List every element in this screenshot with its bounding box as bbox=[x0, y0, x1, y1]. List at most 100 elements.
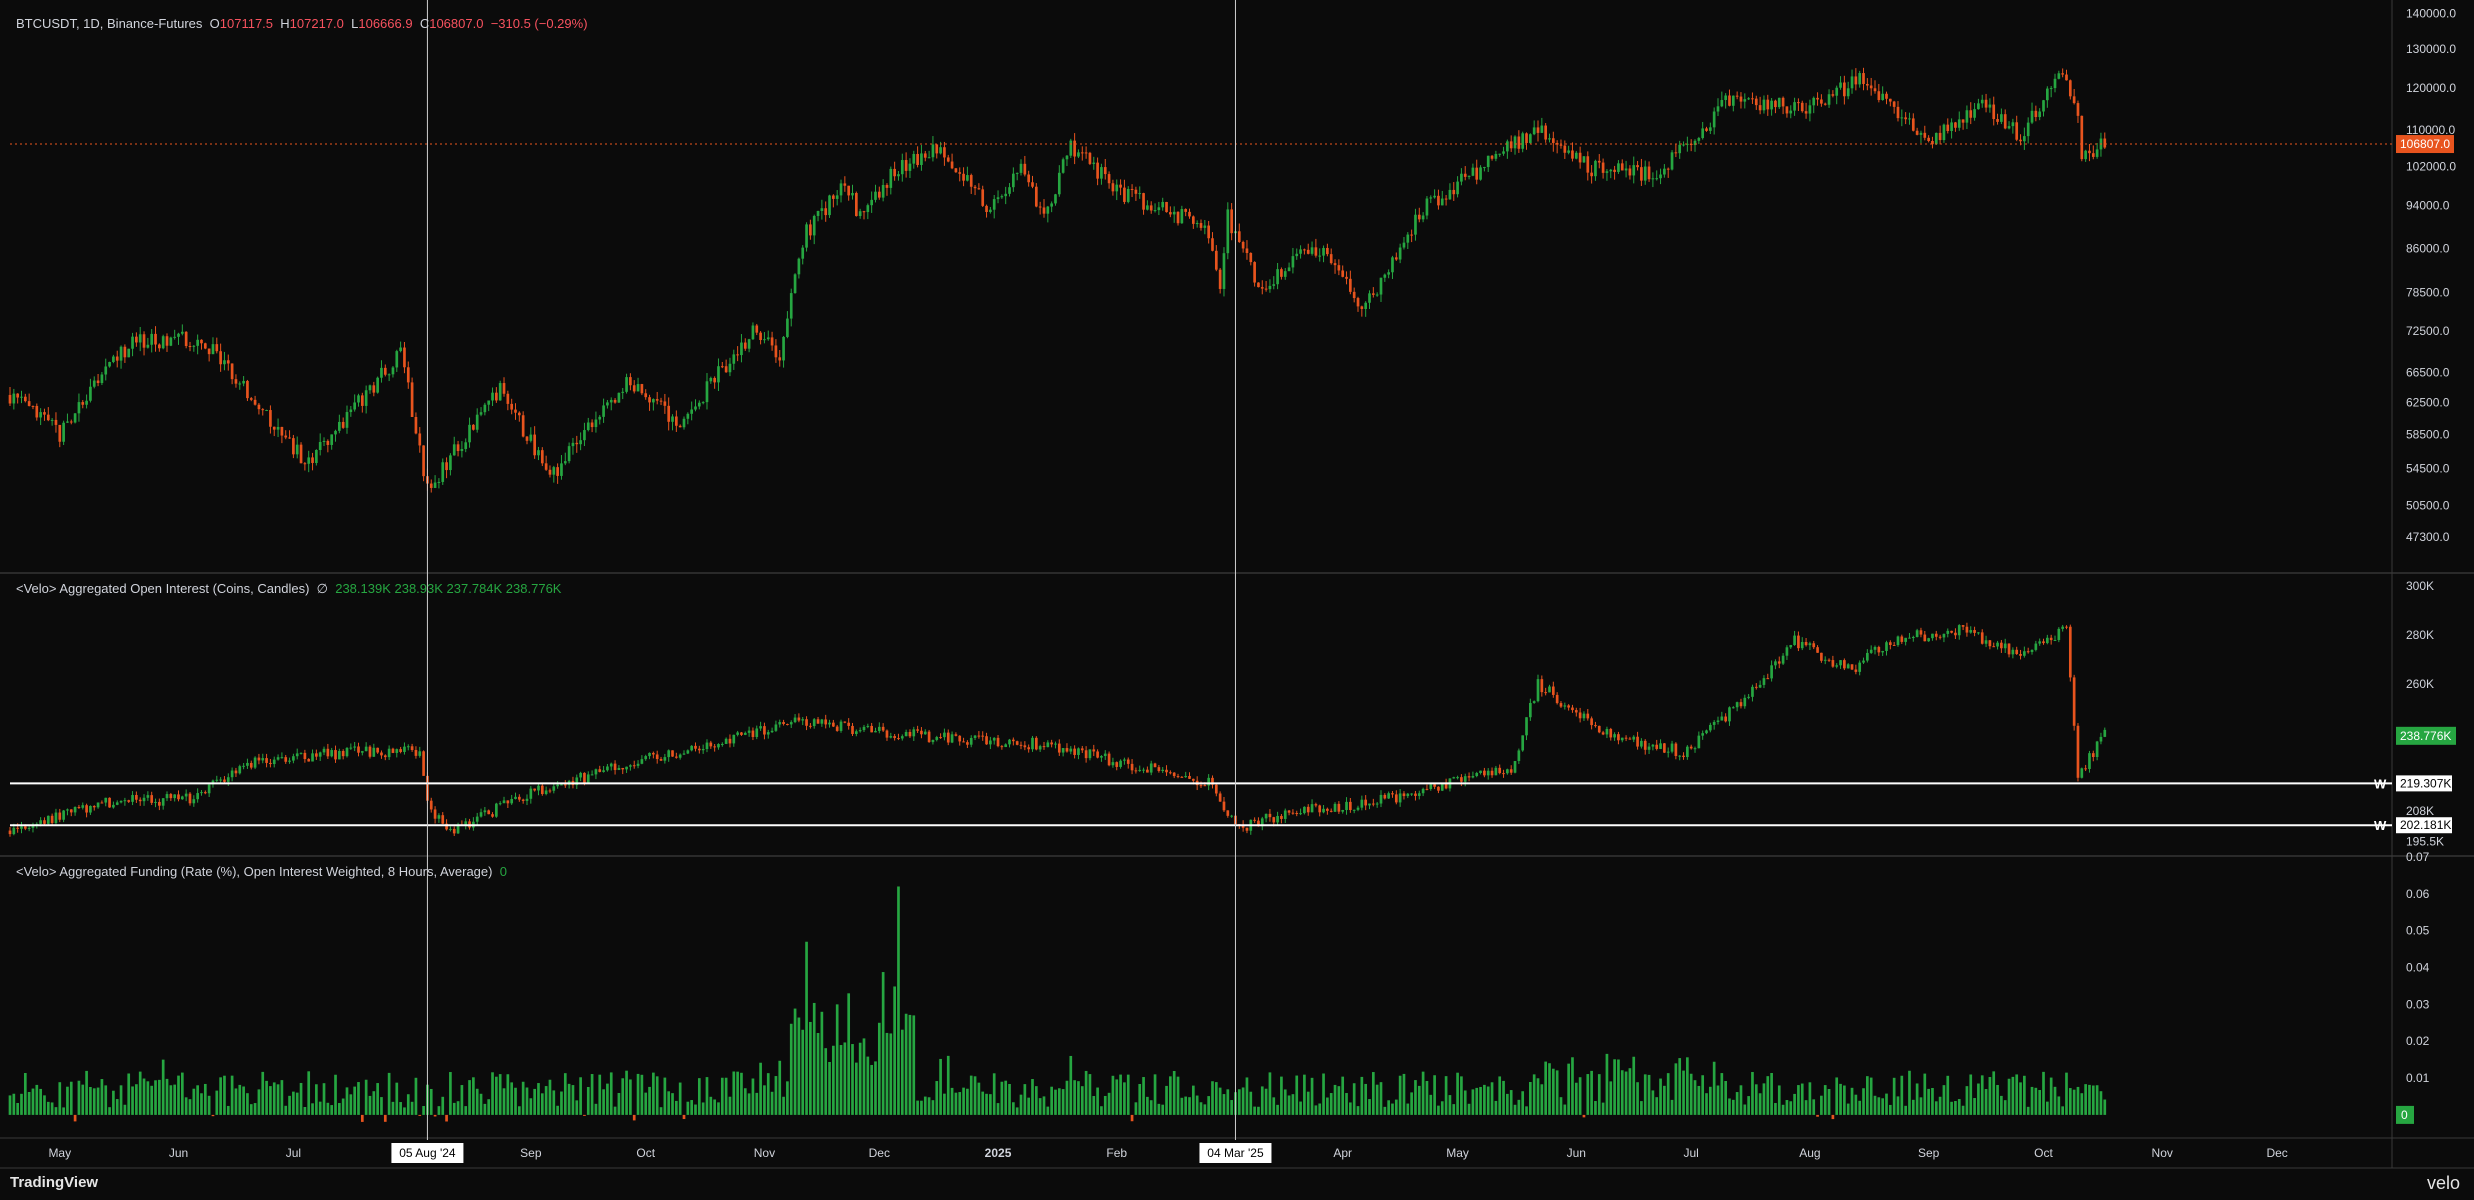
oi-candle bbox=[123, 800, 127, 802]
funding-bar bbox=[537, 1083, 540, 1115]
oi-candle bbox=[629, 765, 632, 767]
funding-bar bbox=[724, 1077, 728, 1115]
price-candle bbox=[881, 184, 885, 198]
funding-axis-tick: 0.06 bbox=[2406, 887, 2430, 901]
funding-bar bbox=[1590, 1070, 1593, 1115]
funding-bar bbox=[1800, 1083, 1804, 1115]
funding-bar bbox=[567, 1083, 571, 1115]
price-candle bbox=[1375, 294, 1379, 296]
oi-candle bbox=[1299, 813, 1302, 815]
price-candle bbox=[1012, 173, 1015, 188]
price-candle bbox=[1820, 99, 1823, 104]
funding-bar bbox=[123, 1104, 127, 1115]
price-candle bbox=[1674, 152, 1678, 154]
oi-candle bbox=[521, 799, 525, 801]
tradingview-logo[interactable]: TradingView bbox=[10, 1174, 99, 1191]
funding-bar bbox=[1900, 1075, 1904, 1115]
funding-bar bbox=[1827, 1088, 1831, 1115]
price-candle bbox=[1866, 83, 1869, 86]
oi-candle bbox=[77, 806, 81, 808]
price-candle bbox=[192, 345, 196, 347]
oi-candle bbox=[58, 812, 62, 820]
price-candle bbox=[150, 333, 154, 345]
funding-bar bbox=[1123, 1082, 1126, 1115]
funding-bar bbox=[736, 1071, 739, 1115]
funding-bar bbox=[1843, 1085, 1846, 1115]
price-candle bbox=[43, 412, 46, 415]
price-candle bbox=[81, 402, 85, 405]
funding-bar bbox=[686, 1101, 690, 1115]
oi-candle bbox=[1942, 633, 1946, 638]
oi-candle bbox=[1073, 748, 1076, 755]
funding-bar bbox=[272, 1082, 276, 1115]
price-candle bbox=[223, 360, 226, 365]
funding-bar bbox=[1651, 1090, 1655, 1115]
oi-candle bbox=[1586, 713, 1590, 719]
oi-candle bbox=[1444, 782, 1448, 789]
funding-bar bbox=[1149, 1100, 1153, 1115]
oi-candle bbox=[1904, 637, 1907, 642]
oi-candle bbox=[1314, 804, 1318, 806]
price-candle bbox=[586, 422, 590, 431]
price-candle bbox=[226, 360, 230, 364]
price-candle bbox=[1728, 95, 1731, 106]
oi-candle bbox=[1054, 743, 1057, 745]
funding-bar bbox=[2023, 1075, 2026, 1115]
funding-bar bbox=[437, 1106, 441, 1115]
price-candle bbox=[154, 333, 157, 345]
price-candle bbox=[989, 209, 992, 213]
price-candle bbox=[1705, 128, 1708, 131]
price-candle bbox=[391, 367, 395, 375]
oi-candle bbox=[154, 801, 157, 803]
oi-candle bbox=[2003, 643, 2007, 649]
oi-level-marker: W bbox=[2374, 776, 2387, 791]
price-candle bbox=[77, 402, 81, 414]
funding-bar bbox=[1188, 1097, 1191, 1115]
price-candle bbox=[678, 425, 682, 428]
oi-candle bbox=[104, 797, 108, 803]
oi-candle bbox=[671, 750, 674, 757]
price-candle bbox=[1207, 225, 1210, 239]
oi-candle bbox=[265, 758, 268, 763]
price-candle bbox=[1264, 288, 1268, 290]
oi-candle bbox=[943, 732, 946, 738]
oi-candle bbox=[1839, 660, 1842, 666]
oi-candle bbox=[870, 725, 873, 733]
oi-candle bbox=[1088, 749, 1092, 759]
price-candle bbox=[20, 396, 23, 398]
funding-bar bbox=[35, 1084, 39, 1115]
funding-bar bbox=[315, 1084, 318, 1115]
oi-legend-title: <Velo> Aggregated Open Interest (Coins, … bbox=[16, 581, 310, 596]
price-candle bbox=[1663, 168, 1666, 175]
oi-candle bbox=[341, 751, 345, 757]
funding-bar bbox=[2061, 1106, 2064, 1115]
funding-bar bbox=[1414, 1080, 1417, 1115]
funding-bar bbox=[85, 1070, 88, 1115]
oi-candle bbox=[112, 804, 115, 808]
price-candle bbox=[533, 434, 536, 456]
price-candle bbox=[1812, 97, 1816, 106]
oi-candle bbox=[1712, 721, 1716, 725]
oi-candle bbox=[108, 797, 111, 808]
price-candle bbox=[1414, 214, 1417, 235]
price-candle bbox=[816, 210, 820, 216]
funding-bar bbox=[1383, 1106, 1387, 1115]
funding-bar bbox=[533, 1088, 536, 1115]
funding-bar bbox=[138, 1071, 142, 1115]
price-candle bbox=[1088, 152, 1092, 164]
price-candle bbox=[939, 147, 942, 154]
price-candle bbox=[1915, 130, 1919, 135]
funding-bar bbox=[563, 1073, 567, 1115]
oi-candle bbox=[935, 737, 939, 740]
time-axis-label: Dec bbox=[869, 1146, 890, 1160]
oi-candle bbox=[2065, 626, 2068, 628]
price-candle bbox=[1643, 166, 1647, 181]
price-candle bbox=[1437, 195, 1440, 206]
funding-bar bbox=[215, 1090, 219, 1115]
oi-candle bbox=[372, 747, 376, 757]
price-candle bbox=[1073, 140, 1076, 157]
price-axis-tick: 62500.0 bbox=[2406, 396, 2450, 410]
funding-bar bbox=[1777, 1085, 1781, 1115]
funding-bar bbox=[2042, 1071, 2045, 1115]
